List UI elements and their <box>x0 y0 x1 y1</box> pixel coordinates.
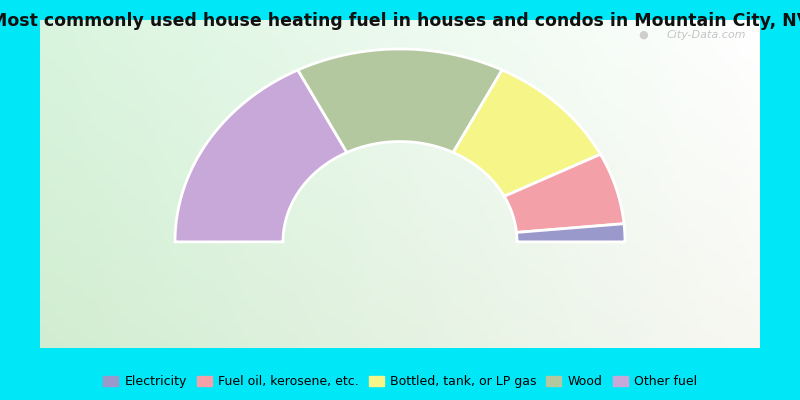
Text: Most commonly used house heating fuel in houses and condos in Mountain City, NV: Most commonly used house heating fuel in… <box>0 12 800 30</box>
Legend: Electricity, Fuel oil, kerosene, etc., Bottled, tank, or LP gas, Wood, Other fue: Electricity, Fuel oil, kerosene, etc., B… <box>99 371 701 392</box>
Polygon shape <box>504 154 624 232</box>
Polygon shape <box>175 70 347 242</box>
Polygon shape <box>298 49 502 152</box>
Polygon shape <box>517 224 625 242</box>
Text: City-Data.com: City-Data.com <box>666 30 746 40</box>
Polygon shape <box>453 70 601 196</box>
Text: ●: ● <box>638 30 648 40</box>
